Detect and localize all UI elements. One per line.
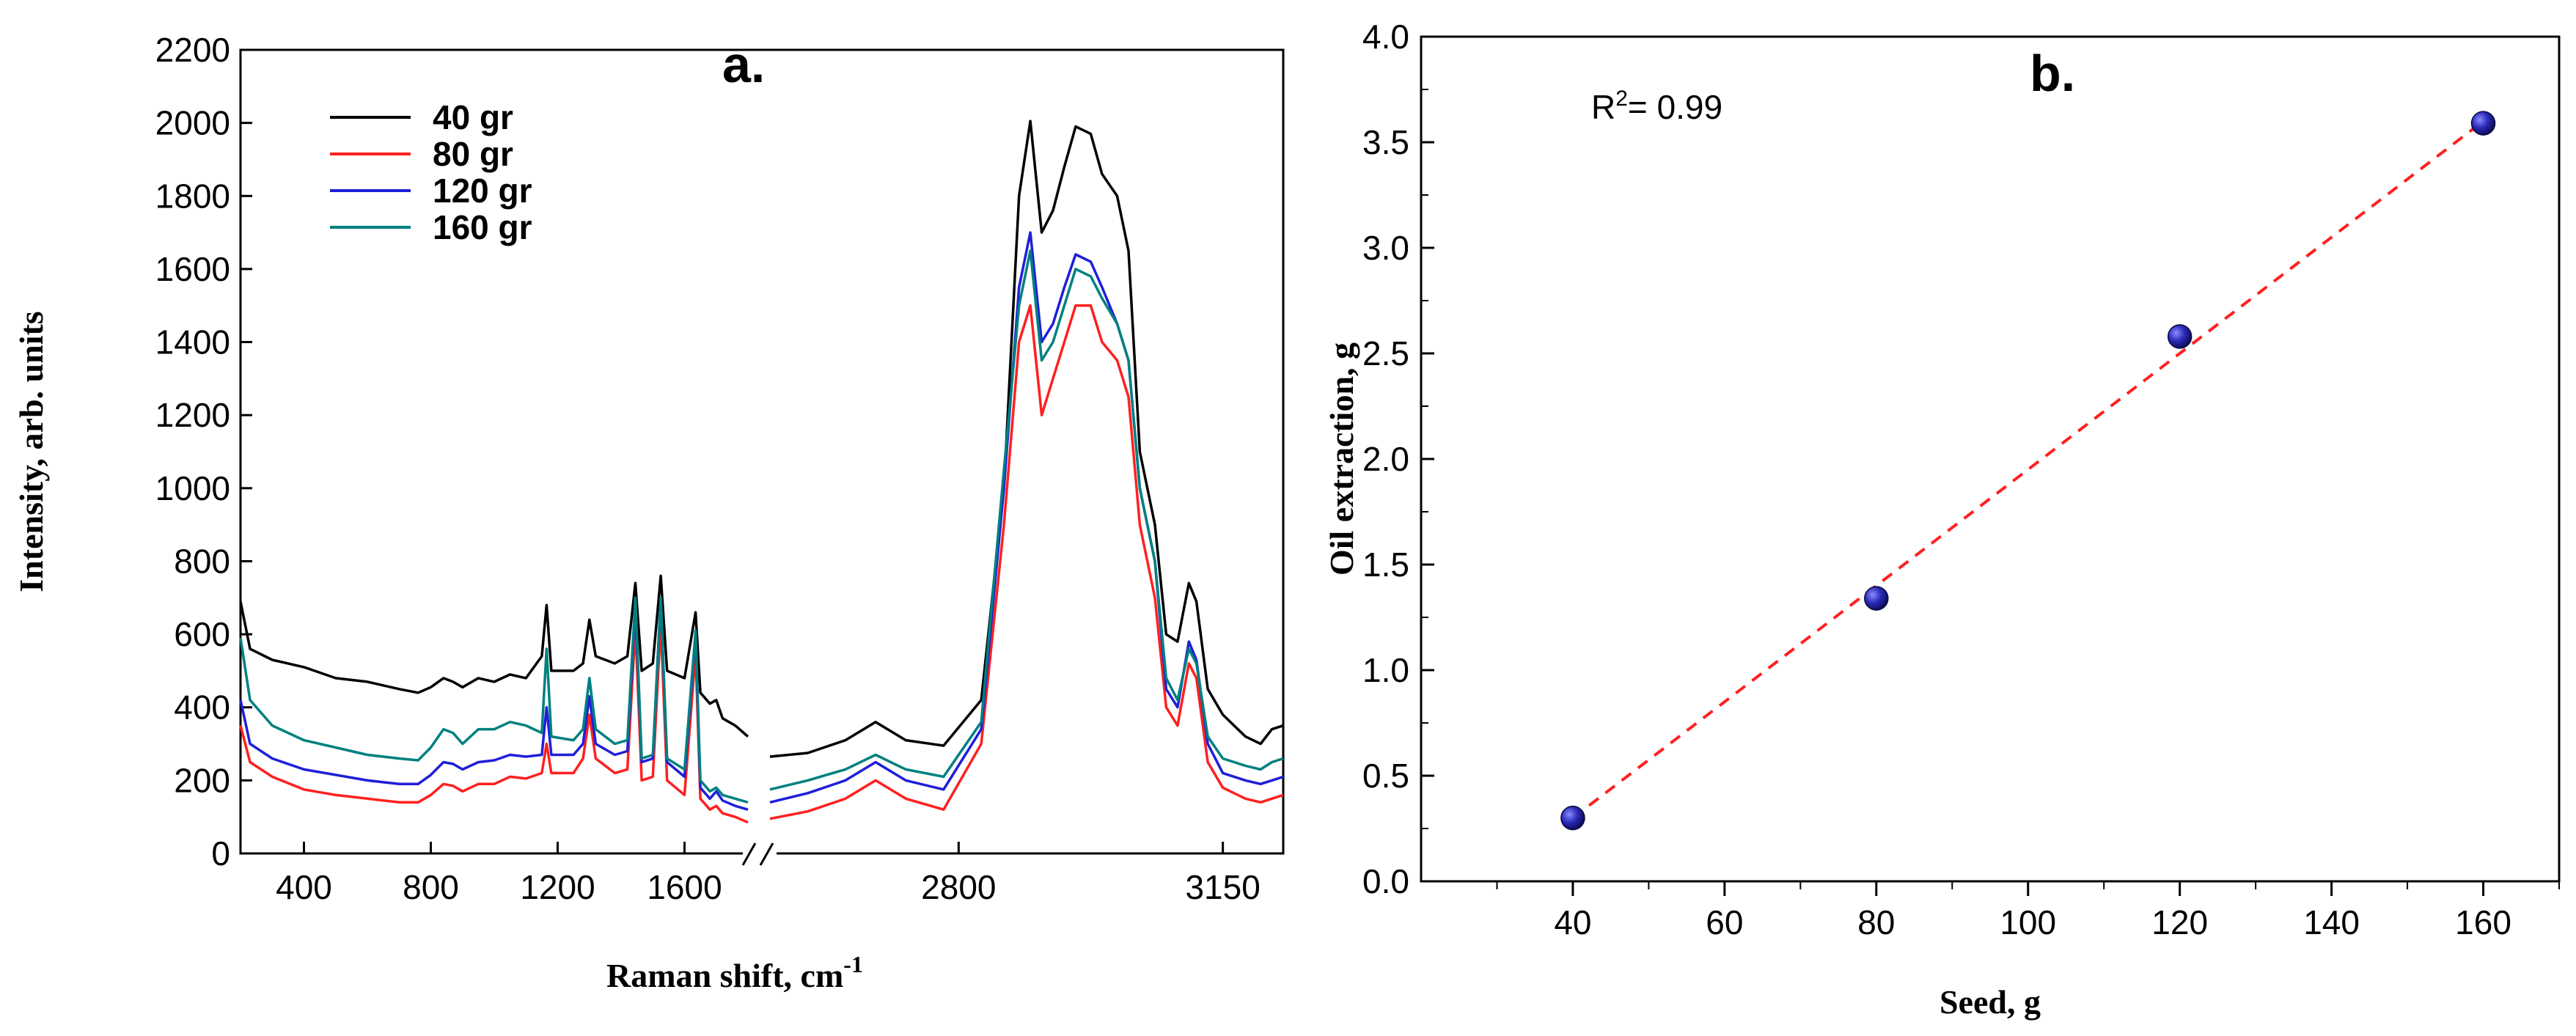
panel-b-x-ticks: 40 60 80 100 120 140 160: [1496, 881, 2560, 941]
panel-b-r2-sup: 2: [1615, 87, 1628, 111]
panel-a-x-axis-title-sup: -1: [843, 951, 863, 977]
panel-a-y-tick-label: 0: [211, 834, 230, 872]
panel-a-x-axis-title-main: Raman shift, cm: [606, 957, 843, 994]
panel-b-y-tick-label: 0.0: [1362, 862, 1409, 900]
panel-b-points: [1560, 111, 2496, 831]
panel-a-x-tick-label: 1600: [647, 868, 722, 906]
panel-a-y-tick-label: 400: [174, 688, 230, 727]
panel-a-series-line: [239, 574, 749, 738]
panel-a-axis-break-mark-2: [759, 842, 774, 866]
panel-a-series-line: [239, 622, 749, 824]
panel-a-y-tick-label: 1200: [155, 396, 230, 434]
panel-a-y-axis-title: Intensity, arb. units: [12, 311, 50, 592]
panel-a-y-tick-label: 1000: [155, 469, 230, 507]
panel-a-y-tick-label: 600: [174, 615, 230, 653]
panel-b-y-tick-label: 2.0: [1362, 440, 1409, 478]
panel-b-plot-frame: [1420, 35, 2561, 883]
panel-b-label: b.: [2030, 45, 2075, 102]
panel-b-y-tick-label: 4.0: [1362, 18, 1409, 56]
panel-b-y-tick-label: 1.5: [1362, 545, 1409, 584]
panel-a-series-line: [769, 231, 1284, 804]
panel-a-legend-label: 160 gr: [433, 208, 532, 246]
panel-b-y-tick-label: 3.0: [1362, 229, 1409, 267]
panel-a-y-tick-label: 1400: [155, 323, 230, 361]
panel-a-y-tick-label: 2200: [155, 31, 230, 69]
panel-b-r2-r: R: [1591, 88, 1615, 126]
panel-b-data-point: [1560, 805, 1585, 831]
panel-b-y-tick-label: 1.0: [1362, 651, 1409, 689]
panel-b-y-ticks: 0.0 0.5 1.0 1.5 2.0 2.5 3.0 3.5 4.0: [1362, 18, 1434, 900]
panel-b-x-axis-title: Seed, g: [1940, 983, 2041, 1021]
panel-a-y-tick-label: 200: [174, 761, 230, 799]
panel-a-y-tick-label: 1800: [155, 177, 230, 215]
panel-b-x-tick-label: 120: [2151, 903, 2208, 941]
panel-a-y-ticks: 0 200 400 600 800 1000 1200 1400 1600 1800 2000 220…: [155, 31, 252, 872]
panel-b-fit-line: [1571, 120, 2484, 820]
panel-b-r2-annotation: R2= 0.99: [1591, 87, 1722, 126]
panel-a-x-tick-label: 400: [276, 868, 332, 906]
panel-b-x-tick-label: 140: [2303, 903, 2360, 941]
panel-a-legend-label: 40 gr: [433, 98, 513, 136]
panel-a-series-line: [239, 596, 749, 804]
panel-b-y-tick-label: 3.5: [1362, 123, 1409, 161]
panel-a-series: [239, 120, 1284, 824]
panel-b-r2-value: = 0.99: [1628, 88, 1722, 126]
panel-a-x-axis-title: Raman shift, cm-1: [606, 951, 863, 994]
panel-a-legend-label: 80 gr: [433, 135, 513, 173]
panel-b-data-point: [2167, 324, 2192, 349]
panel-a: 0 200 400 600 800 1000 1200 1400 1600 1800 2000 220…: [12, 31, 1285, 994]
panel-b-x-tick-label: 80: [1857, 903, 1895, 941]
panel-a-axis-break-mark-1: [741, 842, 757, 866]
panel-a-label: a.: [722, 36, 765, 93]
panel-a-legend-label: 120 gr: [433, 172, 532, 210]
panel-a-plot-frame: [239, 48, 1285, 855]
panel-a-y-tick-label: 2000: [155, 104, 230, 142]
panel-a-x-tick-label: 800: [403, 868, 459, 906]
panel-b-data-point: [1864, 586, 1889, 611]
panel-a-series-line: [769, 249, 1284, 791]
panel-a-series-line: [769, 120, 1284, 758]
panel-b: 0.0 0.5 1.0 1.5 2.0 2.5 3.0 3.5 4.0 40 60 80 100 120…: [1323, 18, 2561, 1021]
panel-b-x-tick-label: 160: [2455, 903, 2511, 941]
panel-a-y-tick-label: 800: [174, 542, 230, 580]
panel-a-y-tick-label: 1600: [155, 250, 230, 288]
panel-b-x-tick-label: 40: [1554, 903, 1591, 941]
panel-b-y-axis-title: Oil extraction, g: [1323, 342, 1360, 576]
panel-a-x-tick-label: 1200: [520, 868, 595, 906]
panel-a-series-line: [769, 304, 1284, 820]
panel-b-x-tick-label: 60: [1706, 903, 1743, 941]
panel-a-x-tick-label: 2800: [921, 868, 996, 906]
panel-a-x-ticks: 400 800 1200 1600 2800 3150: [276, 842, 1261, 906]
panel-a-x-tick-label: 3150: [1185, 868, 1260, 906]
panel-b-y-tick-label: 2.5: [1362, 334, 1409, 372]
panel-a-series-line: [239, 596, 749, 811]
panel-b-y-tick-label: 0.5: [1362, 757, 1409, 795]
panel-b-data-point: [2470, 111, 2496, 136]
panel-b-x-tick-label: 100: [2000, 903, 2056, 941]
